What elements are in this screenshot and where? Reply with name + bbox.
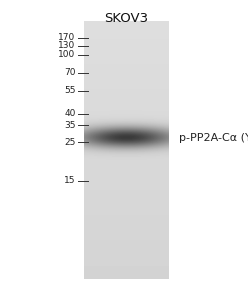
Text: 70: 70 bbox=[64, 68, 76, 77]
Text: 130: 130 bbox=[58, 41, 76, 50]
Text: 170: 170 bbox=[58, 33, 76, 42]
Text: 15: 15 bbox=[64, 176, 76, 185]
Text: 100: 100 bbox=[58, 50, 76, 59]
Text: SKOV3: SKOV3 bbox=[104, 12, 149, 25]
Text: 25: 25 bbox=[64, 138, 76, 147]
Text: 55: 55 bbox=[64, 86, 76, 95]
Text: p-PP2A-Cα (Y307): p-PP2A-Cα (Y307) bbox=[179, 133, 248, 142]
Text: 40: 40 bbox=[64, 110, 76, 118]
Text: 35: 35 bbox=[64, 121, 76, 130]
